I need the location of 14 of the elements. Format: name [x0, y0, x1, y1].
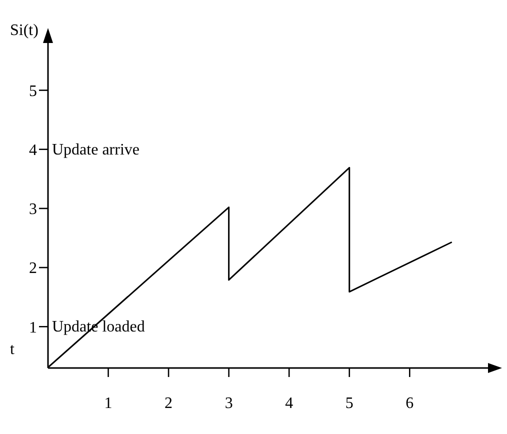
y-axis-title: Si(t): [10, 22, 38, 39]
y-tick-label: 1: [29, 319, 37, 336]
annotation: Update arrive: [52, 141, 140, 158]
x-tick-label: 3: [224, 395, 233, 412]
x-tick-label: 6: [406, 395, 414, 412]
x-axis-title: t: [10, 341, 15, 358]
y-tick-label: 4: [29, 142, 37, 160]
x-tick-label: 2: [164, 395, 173, 412]
x-tick-label: 5: [345, 395, 354, 412]
x-tick-label: 1: [104, 395, 112, 412]
y-tick-label: 3: [29, 201, 37, 218]
y-tick-label: 2: [29, 260, 37, 278]
x-tick-label: 4: [285, 395, 294, 412]
y-tick-label: 5: [29, 82, 37, 100]
